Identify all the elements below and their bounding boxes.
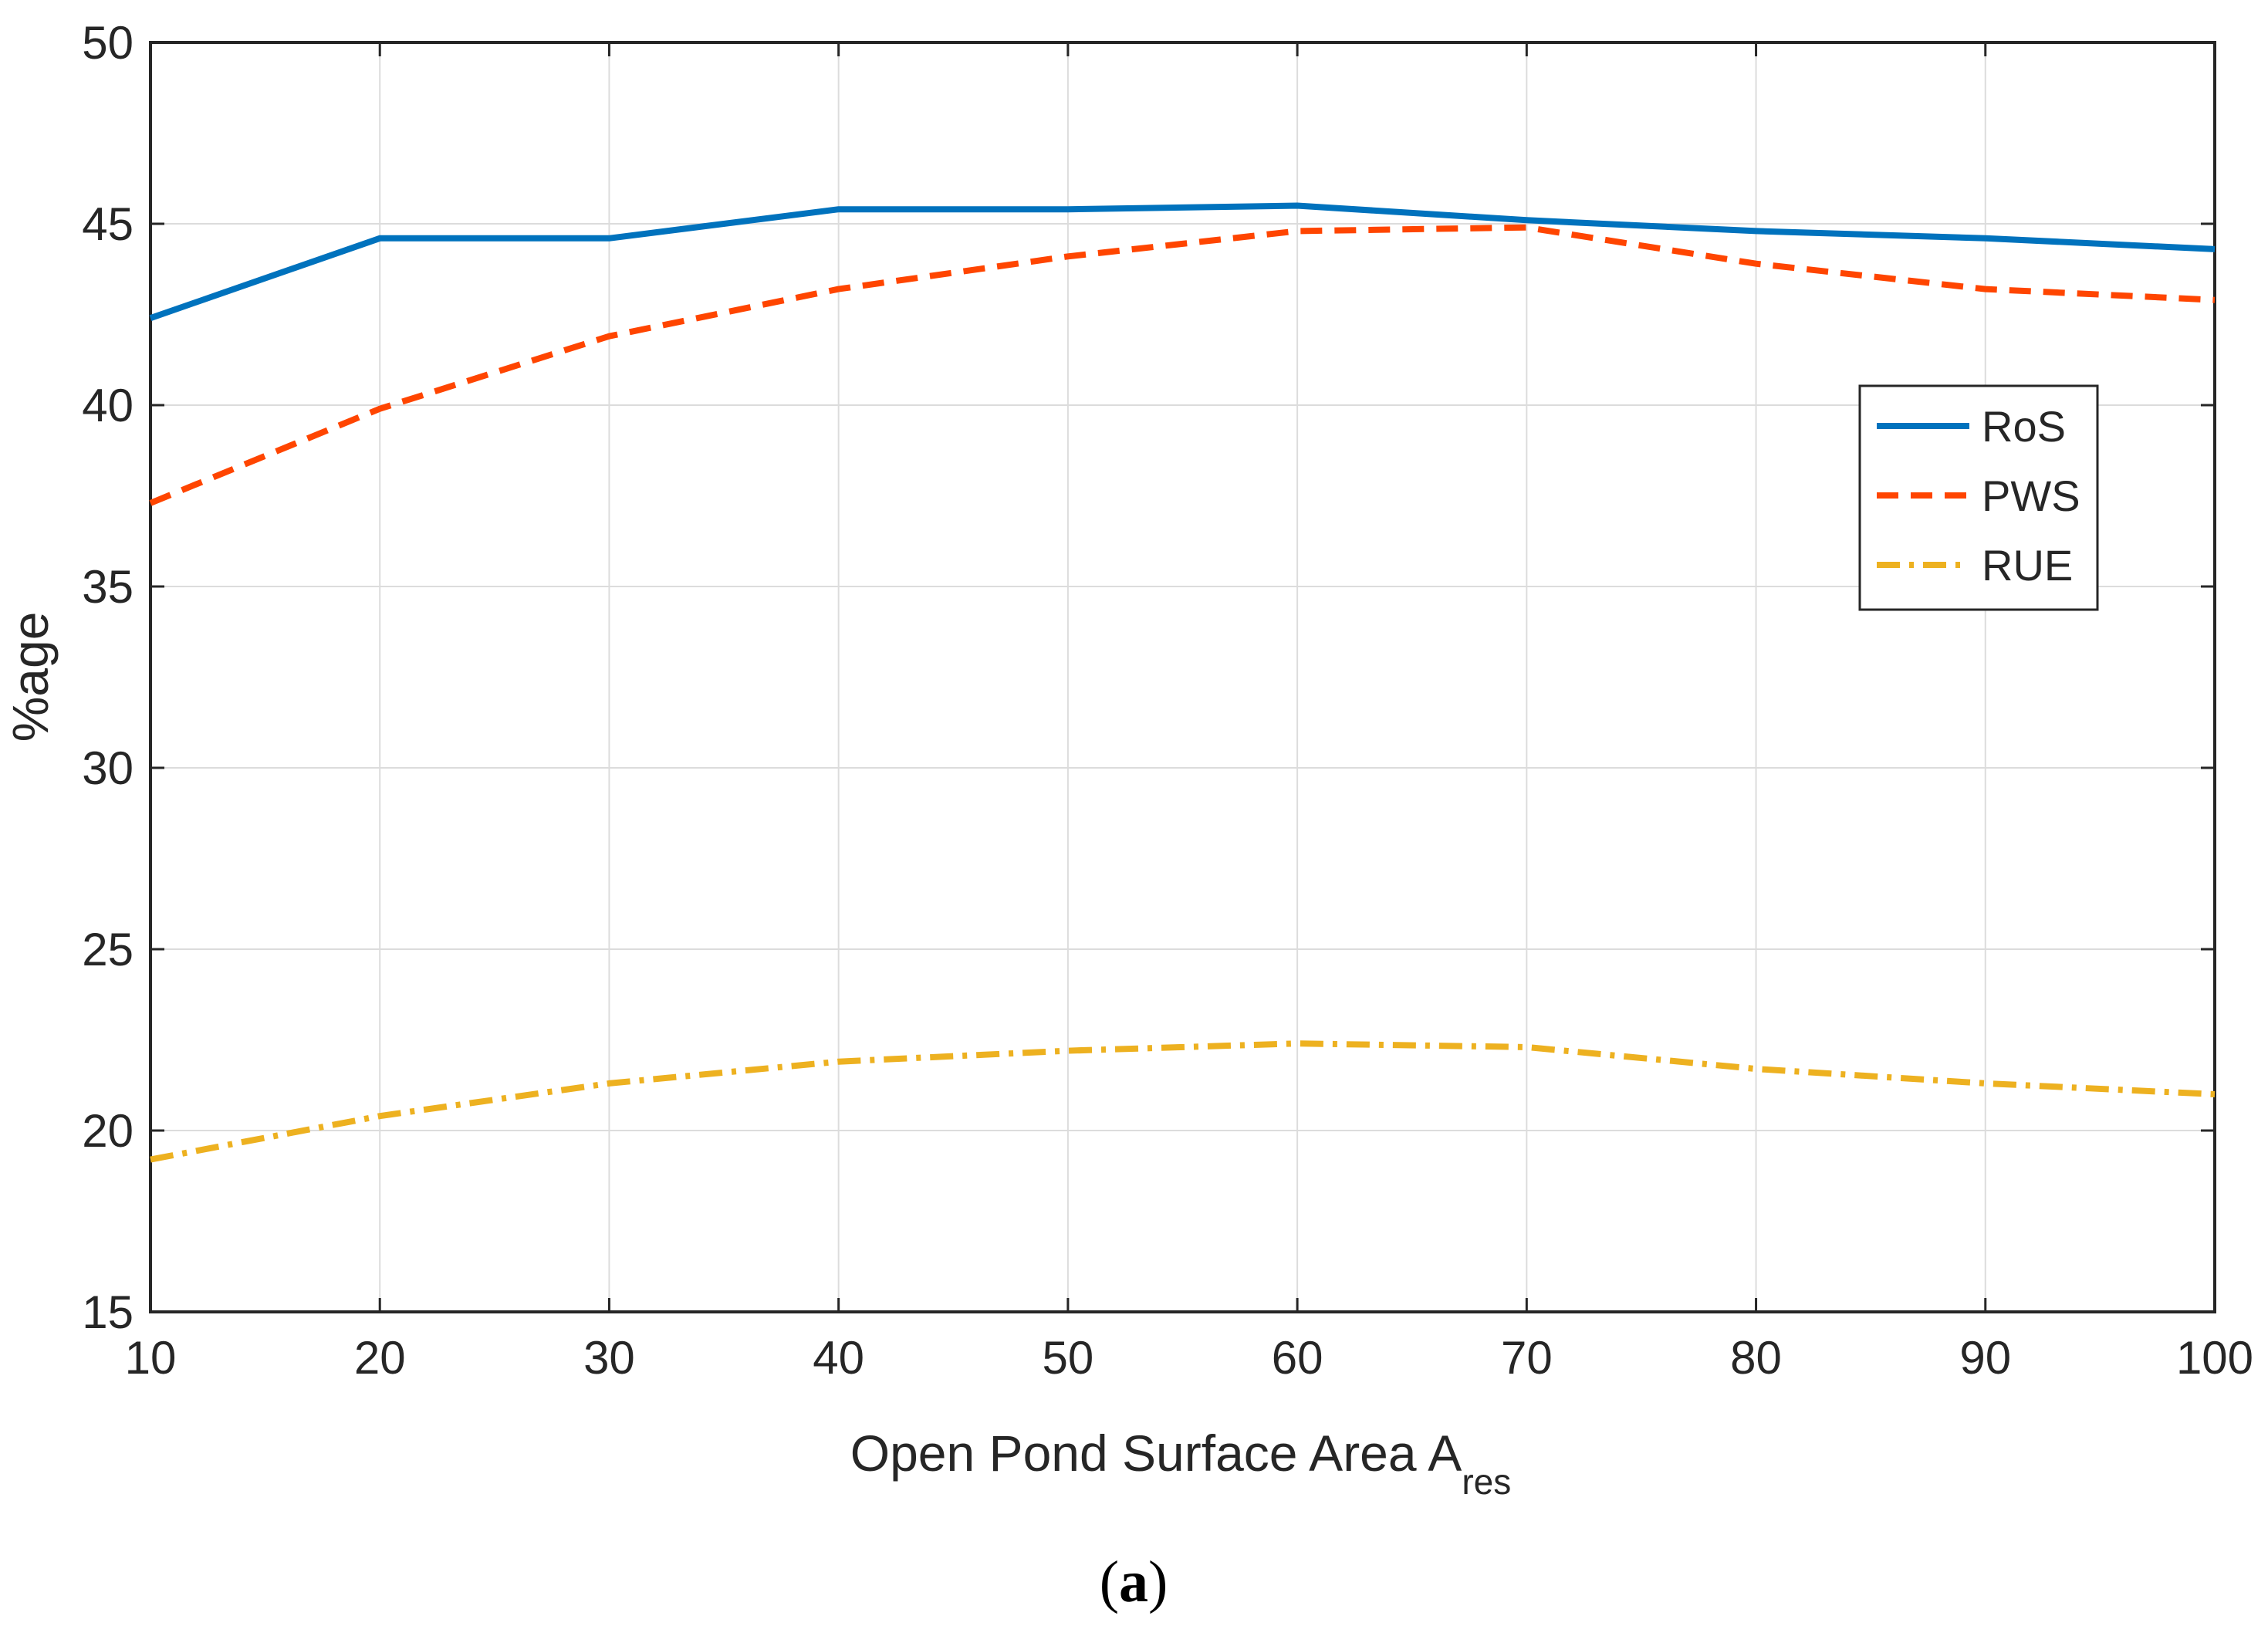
x-tick-label: 70	[1501, 1332, 1553, 1384]
x-tick-label: 100	[2176, 1332, 2253, 1384]
x-tick-label: 20	[354, 1332, 406, 1384]
y-tick-label: 50	[82, 17, 134, 69]
legend-label-rue: RUE	[1982, 541, 2073, 590]
y-tick-label: 15	[82, 1286, 134, 1338]
data-point-rue	[1297, 1043, 1298, 1044]
x-axis-title-subscript: res	[1462, 1462, 1511, 1502]
data-point-ros	[1297, 205, 1298, 206]
y-tick-label: 25	[82, 924, 134, 975]
panel-label-letter: a	[1119, 1550, 1148, 1614]
data-point-ros	[838, 209, 839, 210]
y-tick-label: 45	[82, 198, 134, 250]
data-point-ros	[1067, 209, 1068, 210]
legend-label-ros: RoS	[1982, 402, 2066, 451]
x-axis-title: Open Pond Surface Area Ares	[850, 1425, 1511, 1502]
legend-label-pws: PWS	[1982, 472, 2080, 520]
data-point-rue	[1067, 1050, 1068, 1051]
data-point-pws	[1526, 227, 1527, 228]
data-point-ros	[2215, 248, 2216, 249]
y-tick-label: 30	[82, 742, 134, 794]
data-point-ros	[150, 318, 151, 319]
y-tick-label: 40	[82, 380, 134, 431]
x-tick-label: 50	[1043, 1332, 1094, 1384]
x-tick-label: 10	[125, 1332, 177, 1384]
data-point-pws	[1067, 256, 1068, 257]
x-tick-label: 40	[813, 1332, 864, 1384]
data-point-rue	[838, 1061, 839, 1062]
data-series	[149, 202, 2216, 1163]
plot-area-frame	[149, 41, 2216, 1313]
panel-label-open: (	[1100, 1550, 1119, 1614]
series-line-rue	[150, 1040, 2216, 1163]
x-tick-label: 60	[1272, 1332, 1323, 1384]
data-point-pws	[150, 502, 151, 503]
x-axis-title-main: Open Pond Surface Area A	[850, 1425, 1462, 1482]
data-point-ros	[1526, 220, 1527, 221]
data-point-pws	[2215, 299, 2216, 300]
series-line-ros	[149, 202, 2216, 321]
x-tick-label: 90	[1959, 1332, 2011, 1384]
legend: RoS PWS RUE	[1858, 384, 2099, 611]
y-axis-title: %age	[2, 612, 59, 742]
tick-labels: 10 20 30 40 50 60 70 80 90 100 15 20 25 30 35 40 45 50	[82, 17, 2253, 1384]
data-point-rue	[150, 1159, 151, 1160]
x-tick-label: 30	[583, 1332, 635, 1384]
data-point-rue	[1526, 1046, 1527, 1047]
y-tick-label: 20	[82, 1105, 134, 1157]
legend-entries: RoS PWS RUE	[1877, 402, 2080, 590]
panel-label-close: )	[1148, 1550, 1168, 1614]
panel-label: (a)	[1100, 1550, 1168, 1614]
x-tick-label: 80	[1730, 1332, 1782, 1384]
data-point-rue	[2215, 1094, 2216, 1095]
axis-ticks	[149, 41, 2216, 1313]
data-point-pws	[1297, 231, 1298, 232]
y-tick-label: 35	[82, 561, 134, 613]
series-line-pws	[149, 224, 2216, 506]
